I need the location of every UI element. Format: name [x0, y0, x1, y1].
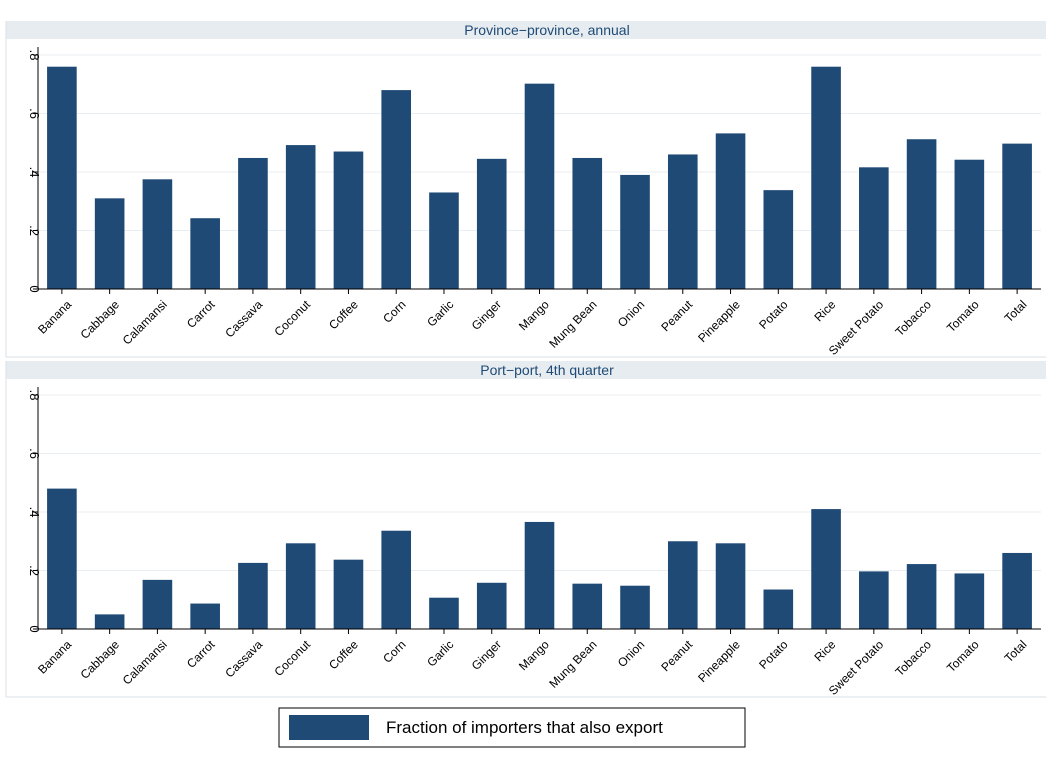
bar-ginger [476, 158, 507, 289]
bar-pineapple [715, 543, 746, 629]
bar-banana [47, 66, 77, 289]
bar-sweet-potato [859, 167, 889, 289]
bar-cabbage [94, 614, 125, 629]
y-tick-label: .8 [27, 50, 42, 61]
bar-coffee [333, 151, 364, 289]
bar-sweet-potato [859, 571, 889, 629]
bar-corn [381, 530, 412, 629]
y-tick-label: .2 [27, 565, 42, 576]
bar-mango [524, 83, 555, 289]
legend-swatch [289, 715, 369, 740]
bar-calamansi [142, 179, 173, 289]
bar-coffee [333, 559, 364, 629]
bar-mango [524, 521, 555, 629]
bar-total [1002, 143, 1032, 289]
bar-rice [811, 66, 841, 289]
panel-title-strip [6, 361, 1046, 379]
panel-title: Port−port, 4th quarter [480, 362, 614, 378]
bar-coconut [285, 145, 316, 289]
bar-potato [763, 190, 794, 289]
bar-peanut [667, 541, 698, 629]
bar-cabbage [94, 198, 125, 289]
bars [47, 66, 1032, 289]
bar-mung-bean [572, 583, 603, 629]
bar-mung-bean [572, 157, 603, 289]
bar-garlic [429, 597, 459, 629]
panel-title: Province−province, annual [464, 22, 629, 38]
bar-onion [620, 585, 650, 629]
y-tick-label: .2 [27, 225, 42, 236]
bar-garlic [429, 192, 459, 289]
bars [47, 488, 1032, 629]
bar-rice [811, 509, 841, 629]
bar-peanut [667, 154, 698, 289]
bar-tobacco [906, 139, 937, 289]
y-tick-labels: 0 .2 .4 .6 .8 [27, 390, 42, 633]
y-tick-label: 0 [27, 625, 42, 632]
bar-corn [381, 90, 412, 289]
bar-onion [620, 174, 650, 289]
legend: Fraction of importers that also export [278, 707, 746, 748]
bar-pineapple [715, 133, 746, 289]
bar-calamansi [142, 579, 173, 629]
y-tick-label: .8 [27, 390, 42, 401]
bar-tomato [954, 573, 985, 629]
bar-ginger [476, 582, 507, 629]
y-tick-label: .4 [27, 167, 42, 178]
bar-carrot [190, 218, 220, 289]
y-tick-label: .4 [27, 507, 42, 518]
y-tick-labels: 0 .2 .4 .6 .8 [27, 50, 42, 293]
y-tick-label: .6 [27, 448, 42, 459]
bar-banana [47, 488, 77, 629]
bar-potato [763, 589, 794, 629]
panel-title-strip [6, 21, 1046, 39]
y-tick-label: .6 [27, 108, 42, 119]
bar-tomato [954, 159, 985, 289]
bar-cassava [238, 157, 268, 289]
y-tick-label: 0 [27, 285, 42, 292]
legend-label: Fraction of importers that also export [386, 718, 663, 737]
bar-carrot [190, 603, 220, 629]
bar-tobacco [906, 564, 937, 629]
bar-total [1002, 552, 1032, 629]
bar-cassava [238, 562, 268, 629]
bar-coconut [285, 543, 316, 629]
